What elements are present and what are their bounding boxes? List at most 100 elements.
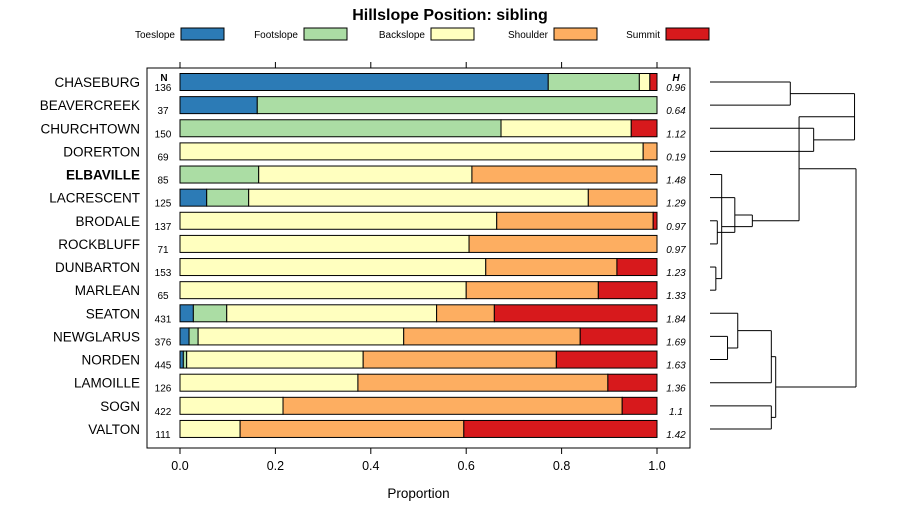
row-n-value: 71: [157, 245, 169, 256]
bar-segment-shoulder: [282, 396, 623, 415]
row-label: DORERTON: [63, 144, 140, 159]
bar-segment-backslope: [179, 234, 470, 253]
plot-frame: [146, 67, 691, 449]
bar-segment-shoulder: [471, 165, 658, 184]
row-h-value: 0.97: [666, 222, 686, 233]
bar-segment-footslope: [179, 119, 502, 138]
row-brodale: BRODALE 137 0.97: [75, 211, 686, 233]
row-h-value: 1.33: [666, 291, 686, 302]
bar-segment-footslope: [192, 304, 228, 323]
x-axis: 0.0 0.2 0.4 0.6 0.8 1.0: [171, 62, 666, 473]
bar-segment-toeslope: [179, 350, 184, 369]
row-n-value: 111: [155, 430, 171, 441]
row-label: BRODALE: [75, 214, 140, 229]
row-rockbluff: ROCKBLUFF 71 0.97: [58, 234, 686, 256]
bar-segment-backslope: [179, 258, 487, 277]
row-n-value: 431: [155, 314, 172, 325]
row-h-value: 1.1: [669, 407, 683, 418]
row-label: DUNBARTON: [55, 260, 140, 275]
bar-segment-shoulder: [239, 419, 465, 438]
row-h-value: 1.42: [666, 430, 686, 441]
row-h-value: 0.19: [666, 152, 686, 163]
legend-swatch-footslope: [303, 27, 348, 41]
bar-segment-shoulder: [496, 211, 654, 230]
bar-segment-backslope: [258, 165, 473, 184]
bar-segment-shoulder: [485, 258, 618, 277]
legend-label-summit: Summit: [626, 30, 660, 41]
row-n-value: 126: [155, 384, 172, 395]
bar-segment-summit: [630, 119, 658, 138]
row-h-value: 1.23: [666, 268, 686, 279]
row-n-value: 125: [155, 199, 172, 210]
legend-swatch-shoulder: [553, 27, 598, 41]
bar-segment-toeslope: [179, 73, 549, 91]
bar-segment-summit: [579, 327, 658, 346]
legend-label-shoulder: Shoulder: [508, 30, 549, 41]
row-lacrescent: LACRESCENT 125 1.29: [49, 188, 686, 210]
row-sogn: SOGN 422 1.1: [100, 396, 683, 418]
row-label: ELBAVILLE: [66, 168, 140, 183]
row-norden: NORDEN 445 1.63: [81, 350, 686, 372]
row-label: SOGN: [100, 399, 140, 414]
bar-segment-backslope: [186, 350, 364, 369]
row-label: CHASEBURG: [54, 75, 140, 90]
row-chaseburg: CHASEBURG 136 0.96: [54, 73, 686, 94]
row-label: NORDEN: [81, 353, 140, 368]
row-seaton: SEATON 431 1.84: [86, 304, 686, 325]
legend-swatch-backslope: [430, 27, 475, 41]
bar-segment-summit: [597, 281, 658, 300]
bar-segment-backslope: [179, 281, 467, 300]
row-label: LACRESCENT: [49, 191, 140, 206]
bar-segment-toeslope: [179, 96, 258, 115]
row-n-value: 150: [155, 129, 172, 140]
x-tick-label: 0.8: [553, 459, 570, 473]
bar-segment-backslope: [226, 304, 438, 323]
bar-segment-toeslope: [179, 304, 194, 323]
x-axis-title: Proportion: [387, 486, 449, 501]
row-n-value: 65: [157, 291, 169, 302]
bar-segment-backslope: [500, 119, 632, 138]
row-newglarus: NEWGLARUS 376 1.69: [53, 327, 686, 348]
x-tick-label: 0.6: [458, 459, 475, 473]
row-label: LAMOILLE: [74, 376, 140, 391]
legend-swatch-summit: [665, 27, 710, 41]
row-h-value: 1.36: [666, 384, 686, 395]
bar-segment-backslope: [197, 327, 405, 346]
bar-segment-footslope: [256, 96, 658, 115]
x-tick-label: 1.0: [648, 459, 665, 473]
bar-segment-backslope: [179, 373, 359, 392]
bar-segment-footslope: [547, 73, 640, 91]
bar-segment-shoulder: [465, 281, 599, 300]
bar-segment-shoulder: [587, 188, 658, 207]
row-label: SEATON: [86, 306, 140, 321]
row-dunbarton: DUNBARTON 153 1.23: [55, 258, 686, 279]
legend-swatch-toeslope: [180, 27, 225, 41]
row-label: BEAVERCREEK: [40, 98, 140, 113]
row-n-value: 37: [157, 106, 169, 117]
bar-segment-summit: [463, 419, 658, 438]
chart-title: Hillslope Position: sibling: [352, 7, 548, 24]
row-h-value: 1.63: [666, 361, 686, 372]
chart-rows: CHASEBURG 136 0.96 BEAVERCREEK 37 0.64 CHURCHT…: [40, 73, 686, 441]
n-column-header: N: [160, 73, 167, 84]
bar-segment-shoulder: [642, 142, 658, 161]
legend-label-backslope: Backslope: [379, 30, 426, 41]
row-label: ROCKBLUFF: [58, 237, 140, 252]
row-n-value: 136: [155, 83, 172, 94]
row-n-value: 69: [157, 152, 169, 163]
row-valton: VALTON 111 1.42: [88, 419, 686, 441]
row-label: CHURCHTOWN: [41, 121, 141, 136]
bar-segment-summit: [493, 304, 658, 323]
row-dorerton: DORERTON 69 0.19: [63, 142, 686, 163]
bar-segment-backslope: [179, 211, 498, 230]
bar-segment-toeslope: [179, 188, 208, 207]
bar-segment-footslope: [182, 350, 188, 369]
bar-segment-summit: [555, 350, 658, 369]
bar-segment-backslope: [638, 73, 651, 91]
row-h-value: 1.84: [666, 314, 686, 325]
x-tick-label: 0.4: [362, 459, 379, 473]
bar-segment-summit: [652, 211, 658, 230]
x-tick-label: 0.0: [171, 459, 188, 473]
bar-segment-summit: [607, 373, 658, 392]
